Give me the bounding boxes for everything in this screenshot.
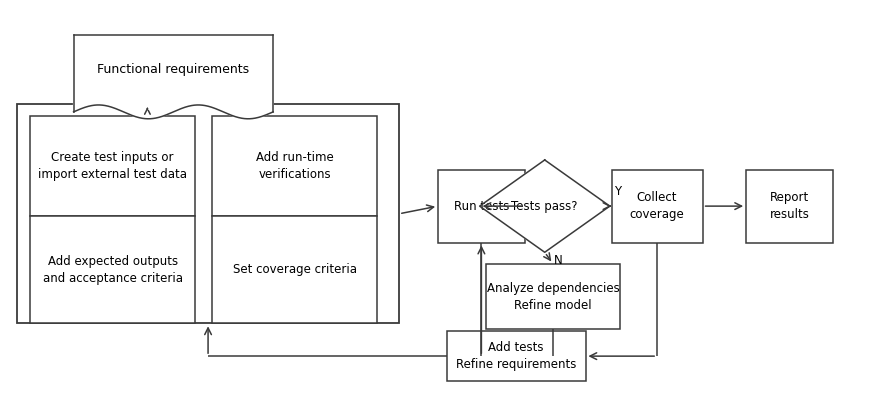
- Text: N: N: [554, 254, 562, 267]
- Polygon shape: [480, 160, 610, 252]
- Text: Add tests
Refine requirements: Add tests Refine requirements: [456, 341, 576, 371]
- FancyBboxPatch shape: [30, 116, 195, 216]
- Text: Add expected outputs
and acceptance criteria: Add expected outputs and acceptance crit…: [43, 255, 182, 285]
- Text: Run tests: Run tests: [454, 200, 509, 213]
- FancyBboxPatch shape: [438, 169, 525, 242]
- Text: Report
results: Report results: [769, 191, 809, 221]
- FancyBboxPatch shape: [485, 264, 620, 329]
- FancyBboxPatch shape: [611, 169, 703, 242]
- FancyBboxPatch shape: [746, 169, 833, 242]
- Polygon shape: [74, 35, 273, 119]
- FancyBboxPatch shape: [447, 331, 585, 381]
- Text: Create test inputs or
import external test data: Create test inputs or import external te…: [39, 151, 187, 181]
- Text: Analyze dependencies
Refine model: Analyze dependencies Refine model: [486, 281, 619, 312]
- Text: Add run-time
verifications: Add run-time verifications: [256, 151, 334, 181]
- FancyBboxPatch shape: [30, 216, 195, 323]
- FancyBboxPatch shape: [18, 104, 399, 323]
- FancyBboxPatch shape: [212, 116, 378, 216]
- FancyBboxPatch shape: [212, 216, 378, 323]
- Text: Set coverage criteria: Set coverage criteria: [233, 263, 357, 276]
- Text: Tests pass?: Tests pass?: [512, 200, 578, 213]
- Text: Collect
coverage: Collect coverage: [630, 191, 684, 221]
- Text: Y: Y: [614, 185, 621, 198]
- Text: Functional requirements: Functional requirements: [97, 63, 250, 76]
